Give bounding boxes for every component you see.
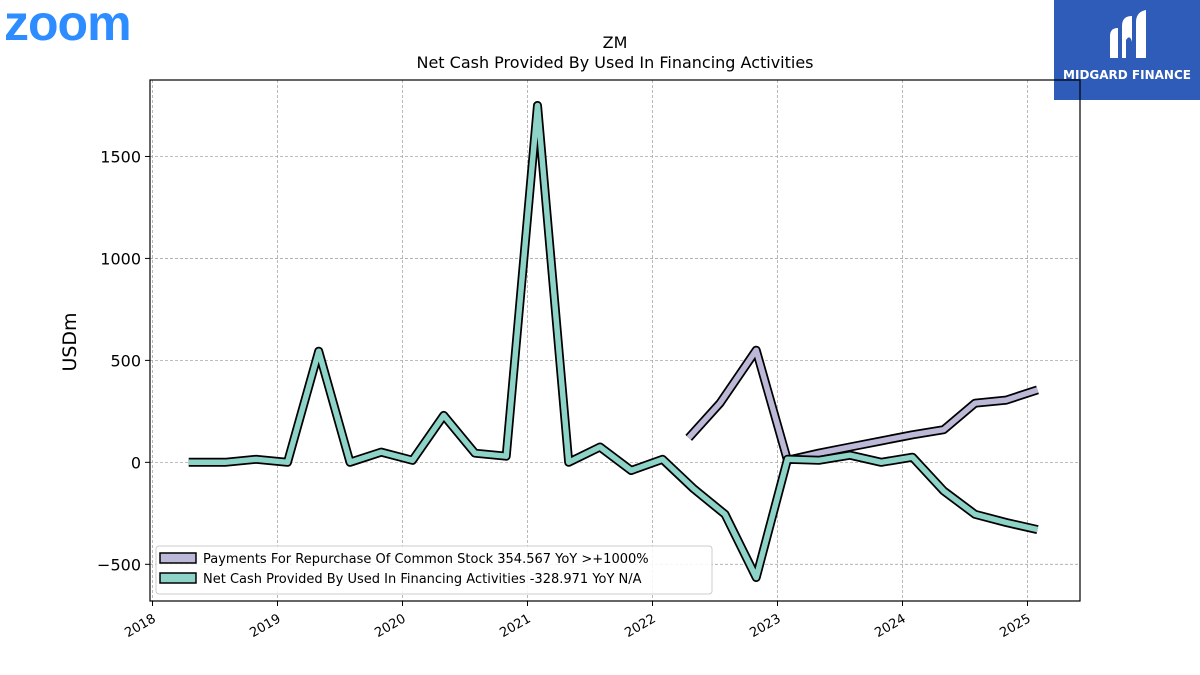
y-tick-label: 1500 xyxy=(100,147,141,166)
zoom-logo: zoom xyxy=(4,0,132,51)
series-group xyxy=(188,101,1039,582)
midgard-emblem-icon xyxy=(1110,10,1146,58)
midgard-finance-logo: MIDGARD FINANCE xyxy=(1054,0,1200,100)
series-1-line xyxy=(686,347,1039,464)
y-axis-label: USDm xyxy=(59,312,81,371)
legend: Payments For Repurchase Of Common Stock … xyxy=(155,545,713,595)
y-tick-label: 1000 xyxy=(100,249,141,268)
legend-swatch-1 xyxy=(159,552,197,564)
x-tick-label: 2024 xyxy=(872,611,908,641)
x-tick-label: 2023 xyxy=(747,611,783,641)
midgard-label: MIDGARD FINANCE xyxy=(1063,68,1191,82)
grid xyxy=(150,80,1080,601)
x-tick-label: 2022 xyxy=(622,611,658,641)
x-tick-label: 2021 xyxy=(497,611,533,641)
x-tick-label: 2020 xyxy=(372,611,408,641)
y-tick-label: −500 xyxy=(97,555,141,574)
legend-swatch-2 xyxy=(159,572,197,584)
series-2-outline xyxy=(188,101,1039,582)
chart-title: ZM xyxy=(603,33,628,52)
y-tick-label: 0 xyxy=(131,453,141,472)
x-tick-label: 2019 xyxy=(247,611,283,641)
x-tick-label: 2018 xyxy=(122,611,158,641)
legend-label-2: Net Cash Provided By Used In Financing A… xyxy=(203,572,642,587)
x-tick-label: 2025 xyxy=(997,611,1033,641)
y-tick-label: 500 xyxy=(110,351,141,370)
series-2-line xyxy=(188,102,1039,581)
plot-frame xyxy=(149,79,1081,602)
chart-subtitle: Net Cash Provided By Used In Financing A… xyxy=(416,53,813,72)
legend-label-1: Payments For Repurchase Of Common Stock … xyxy=(203,552,649,567)
legend-box xyxy=(155,545,713,595)
